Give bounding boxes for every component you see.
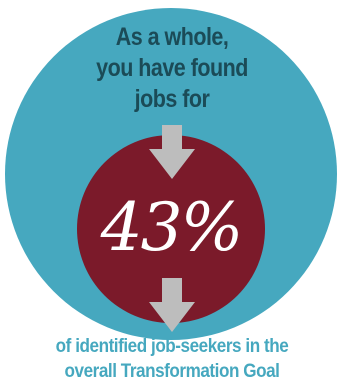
headline: As a whole, you have found jobs for [58,22,285,115]
headline-line-1: As a whole, [115,23,229,51]
caption-line-2: overall Transformation Goal [64,361,280,382]
caption: of identified job-seekers in the overall… [0,334,344,384]
down-arrow-icon [149,278,195,332]
percentage-stat: 43% [100,189,244,266]
headline-line-3: jobs for [134,85,210,113]
down-arrow-icon [149,125,195,179]
headline-line-2: you have found [96,54,248,82]
caption-line-1: of identified job-seekers in the [55,336,289,357]
